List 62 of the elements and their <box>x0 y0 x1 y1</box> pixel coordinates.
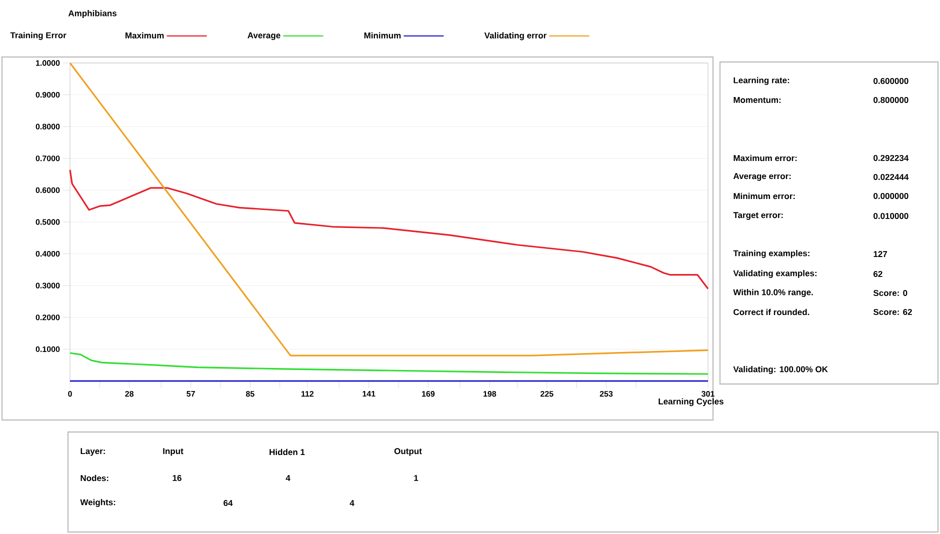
line-series <box>69 352 709 375</box>
text: 62 <box>874 270 882 277</box>
line-series <box>69 169 709 290</box>
text: 0.000000 <box>874 192 908 199</box>
text: 0.800000 <box>874 96 908 103</box>
chart-title: Amphibians <box>68 10 116 18</box>
y-tick-label: 0.1000 <box>36 346 60 352</box>
x-tick-label: 198 <box>484 391 496 397</box>
text: 0.022444 <box>874 174 909 180</box>
text: Hidden 1 <box>270 448 305 456</box>
y-tick-label: 1.0000 <box>36 60 60 66</box>
x-tick-label: 141 <box>362 391 376 397</box>
legend-label: Validating error <box>484 32 547 40</box>
x-axis-title: Learning Cycles <box>658 398 724 406</box>
text: Input <box>163 448 184 456</box>
text: 0.600000 <box>874 78 908 84</box>
x-tick-label: 28 <box>125 391 134 397</box>
text: Output <box>394 448 422 456</box>
text: 4 <box>350 500 354 506</box>
legend-title: Training Error <box>10 32 66 40</box>
y-tick-label: 0.7000 <box>36 156 60 162</box>
text: 16 <box>172 474 182 481</box>
legend-label: Minimum <box>364 32 401 38</box>
y-tick-label: 0.4000 <box>36 250 60 257</box>
text: 0.292234 <box>874 154 909 162</box>
text: Correct if rounded. <box>734 308 810 316</box>
y-tick-label: 0.5000 <box>36 219 60 225</box>
x-tick-label: 112 <box>301 391 314 397</box>
text: 64 <box>224 500 233 506</box>
y-tick-label: 0.9000 <box>36 92 60 98</box>
text: 4 <box>286 475 290 481</box>
x-tick-label: 301 <box>702 391 714 397</box>
x-tick-label: 169 <box>422 391 435 397</box>
x-tick-label: 225 <box>540 391 554 397</box>
y-tick-label: 0.2000 <box>36 314 60 320</box>
legend-label: Average <box>248 32 280 40</box>
x-tick-label: 85 <box>246 391 254 397</box>
text: Weights: <box>80 499 116 507</box>
text: 127 <box>874 251 888 257</box>
text: Score: 0 <box>873 290 908 296</box>
text: Nodes: <box>80 474 108 482</box>
text: Layer: <box>80 448 105 456</box>
text: Within 10.0% range. <box>733 289 813 297</box>
text: Validating examples: <box>733 270 816 278</box>
text: 0.010000 <box>874 212 908 219</box>
x-tick-label: 253 <box>600 391 613 397</box>
y-tick-label: 0.8000 <box>36 124 60 130</box>
text: Target error: <box>733 212 783 220</box>
legend-label: Maximum <box>126 32 164 38</box>
text: Learning rate: <box>734 77 790 85</box>
text: Maximum error: <box>734 154 797 162</box>
x-tick-label: 57 <box>186 391 195 397</box>
text: Score: 62 <box>873 308 912 315</box>
text: Training examples: <box>733 250 810 258</box>
text: 1 <box>414 475 418 481</box>
text: Momentum: <box>734 97 781 103</box>
text: Average error: <box>733 173 791 181</box>
text: Validating: 100.00% OK <box>733 366 828 374</box>
y-tick-label: 0.3000 <box>36 282 60 288</box>
y-tick-label: 0.6000 <box>36 187 60 194</box>
x-tick-label: 0 <box>68 391 72 397</box>
text: Minimum error: <box>734 192 795 200</box>
